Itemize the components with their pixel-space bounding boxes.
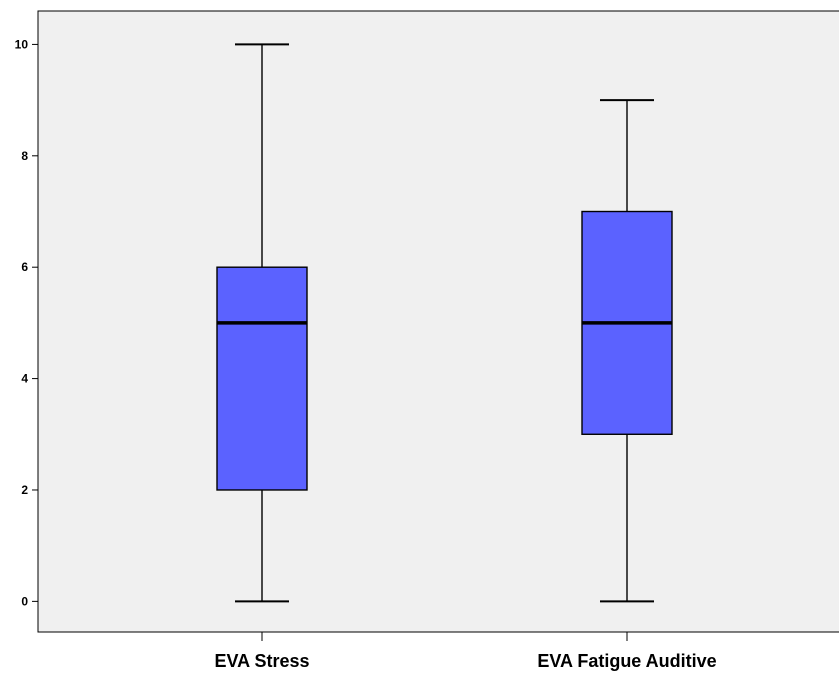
y-tick-label: 8 (21, 149, 28, 163)
box-2 (581, 99, 673, 603)
box-1 (216, 43, 308, 603)
y-tick-label: 10 (15, 37, 29, 51)
x-category-label: EVA Fatigue Auditive (537, 651, 716, 671)
y-tick-label: 2 (21, 483, 28, 497)
x-category-label: EVA Stress (214, 651, 309, 671)
y-tick-label: 6 (21, 260, 28, 274)
y-axis: 0 2 4 6 8 10 (15, 37, 38, 608)
box-series (216, 43, 673, 603)
y-tick-label: 0 (21, 594, 28, 608)
y-tick-label: 4 (21, 372, 28, 386)
iqr-box (216, 266, 308, 491)
x-axis: EVA Stress EVA Fatigue Auditive (214, 632, 717, 671)
plot-area (37, 10, 839, 633)
